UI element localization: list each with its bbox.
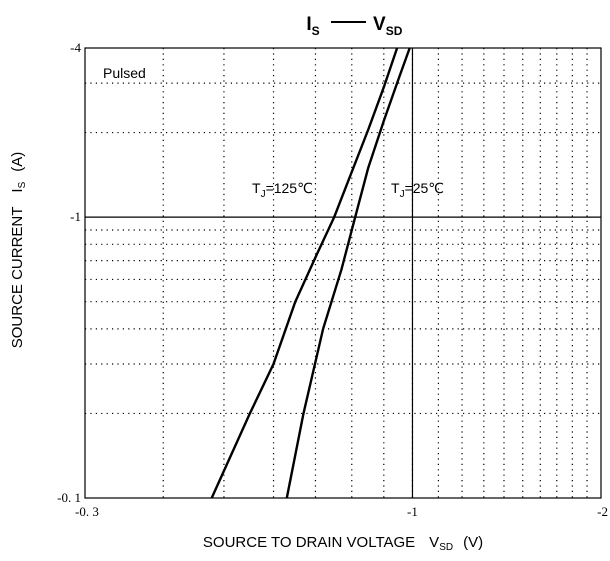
y-tick-labels: -0. 1 -1 -4 [57, 40, 81, 505]
y-axis-title-symbol: I [9, 188, 26, 192]
x-tick-labels: -0. 3 -1 -2 [75, 504, 608, 519]
title-right-main: V [373, 14, 386, 35]
y-axis-title-sub: S [17, 181, 28, 188]
title-left-main: I [306, 14, 311, 35]
plot-frame [84, 47, 602, 499]
y-tick-label: -0. 1 [57, 490, 81, 505]
svg-text:SOURCE CURRENTIS(A): SOURCE CURRENT IS (A) [9, 152, 28, 349]
major-gridlines [85, 48, 601, 498]
chart-title: IS [306, 14, 319, 38]
series-label: TJ=125℃ [252, 180, 313, 200]
x-axis-title-sub: SD [439, 542, 453, 553]
chart-title-right: VSD [373, 14, 403, 38]
y-tick-label: -4 [70, 40, 81, 55]
x-tick-label: -2 [597, 504, 608, 519]
y-axis-title: SOURCE CURRENT IS (A) [9, 152, 28, 349]
x-axis-title-main: SOURCE TO DRAIN VOLTAGE [203, 534, 415, 551]
y-axis-title-main: SOURCE CURRENT [9, 207, 26, 349]
x-tick-label: -0. 3 [75, 504, 99, 519]
title-left-sub: S [312, 24, 320, 38]
grid [85, 48, 601, 498]
x-axis-title-unit: (V) [463, 534, 483, 551]
pulsed-annotation: Pulsed [103, 65, 146, 81]
x-axis-title: SOURCE TO DRAIN VOLTAGE VSD (V) [203, 534, 483, 553]
series-line [285, 47, 411, 499]
series-label: TJ=25℃ [391, 180, 444, 200]
x-axis-title-symbol: V [429, 534, 439, 551]
series-line [210, 47, 399, 499]
y-tick-label: -1 [70, 209, 81, 224]
y-axis-title-unit: (A) [9, 152, 26, 172]
title-right-sub: SD [386, 24, 403, 38]
x-tick-label: -1 [407, 504, 418, 519]
series-layer: TJ=125℃ TJ=25℃ [210, 47, 444, 499]
